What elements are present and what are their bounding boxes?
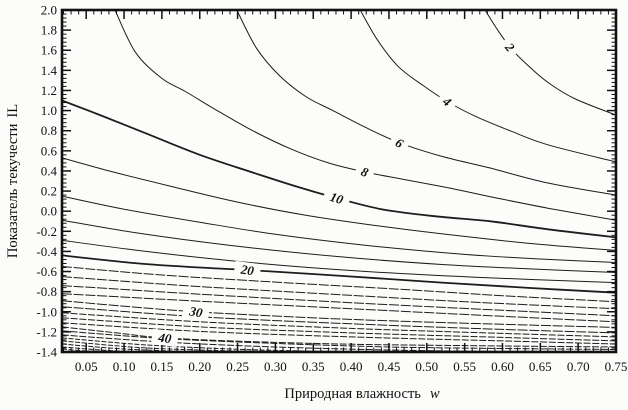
contour-label-bg [353,161,376,183]
x-tick-label: 0.15 [151,359,174,374]
contour-label-bg [322,186,352,210]
contour-label-bg [233,260,262,280]
y-tick-label: 0.4 [41,163,58,178]
contour-line-12 [62,157,616,251]
y-tick-label: -1.0 [36,304,57,319]
x-axis-title-text: Природная влажность [284,386,421,402]
contour-label-30: 30 [181,302,211,322]
y-tick-label: 2.0 [41,3,57,18]
contour-label-2: 2 [498,35,522,59]
contour-label-bg [498,35,522,59]
contour-label-10: 10 [322,186,352,210]
y-tick-label: -0.8 [36,284,57,299]
contour-line-42 [62,330,616,350]
contour-line-22 [62,266,616,303]
y-tick-label: 1.2 [41,83,57,98]
contour-label-4: 4 [435,90,459,113]
y-tick-label: 0.2 [41,184,57,199]
y-tick-label: 1.8 [41,23,57,38]
contour-line-20 [62,254,616,294]
x-tick-label: 0.60 [491,359,514,374]
contour-label-40: 40 [150,328,179,348]
x-tick-label: 0.35 [302,359,325,374]
y-tick-label: -1.4 [36,345,57,360]
x-axis-variable: w [430,386,440,402]
plot-frame [60,8,618,354]
x-tick-label: 0.20 [188,359,211,374]
contour-labels-group: 2 468 10 20 30 40 [150,35,522,348]
contour-label-6: 6 [387,131,412,154]
contour-line-2 [484,10,616,116]
contour-label-20: 20 [233,260,262,280]
x-tick-label: 0.40 [340,359,363,374]
contour-line-14 [62,195,616,263]
x-tick-labels-group: 0.05 0.10 0.15 0.20 0.25 0.30 0.35 0.40 0.45 0.50… [75,359,628,374]
y-axis-variable: IL [5,104,21,118]
contour-line-18 [62,239,616,284]
contour-line-8 [114,10,616,221]
contour-label-text: 10 [328,189,345,207]
contour-line-16 [62,219,616,273]
contour-label-bg [435,90,459,113]
contour-line-24 [62,276,616,310]
contour-label-text: 20 [239,262,255,279]
contour-label-text: 30 [187,303,204,320]
contour-line-34 [62,312,616,338]
y-tick-label: 1.0 [41,103,57,118]
contour-line-10 [62,99,616,239]
y-tick-label: 0.6 [41,143,58,158]
axis-ticks-group [62,9,617,353]
x-tick-label: 0.10 [113,359,136,374]
y-tick-label: -0.6 [36,264,57,279]
y-tick-label: -0.4 [36,244,57,259]
x-tick-label: 0.25 [226,359,249,374]
contour-line-6 [236,10,616,196]
x-tick-label: 0.70 [567,359,590,374]
y-tick-label: 1.4 [41,63,58,78]
x-tick-label: 0.75 [605,359,628,374]
contour-label-bg [150,328,179,348]
x-axis-title: Природная влажность w [284,386,440,402]
x-tick-label: 0.05 [75,359,98,374]
contour-line-38 [62,322,616,345]
y-axis-title: Показатель текучести IL [5,104,21,258]
contour-label-bg [181,302,211,322]
y-tick-label: 1.6 [41,43,58,58]
contour-lines-group [62,10,616,352]
x-tick-label: 0.45 [378,359,401,374]
contour-line-30 [62,300,616,328]
y-tick-label: 0.0 [41,204,57,219]
contour-line-26 [62,285,616,317]
contour-line-32 [62,306,616,334]
x-tick-label: 0.55 [453,359,476,374]
y-tick-labels-group: 2.0 1.8 1.6 1.4 1.2 1.0 0.8 0.6 0.4 0.2 0.0 -0.2 -0.… [36,3,57,360]
x-tick-label: 0.30 [264,359,287,374]
x-tick-label: 0.50 [415,359,438,374]
contour-label-text: 40 [156,329,172,346]
contour-label-8: 8 [353,161,376,183]
y-axis-title-text: Показатель текучести [5,123,21,258]
contour-line-28 [62,293,616,323]
y-tick-label: 0.8 [41,123,57,138]
x-tick-label: 0.65 [529,359,552,374]
y-tick-label: -1.2 [36,324,57,339]
y-tick-label: -0.2 [36,224,57,239]
contour-label-bg [387,131,412,154]
contour-line-36 [62,317,616,342]
